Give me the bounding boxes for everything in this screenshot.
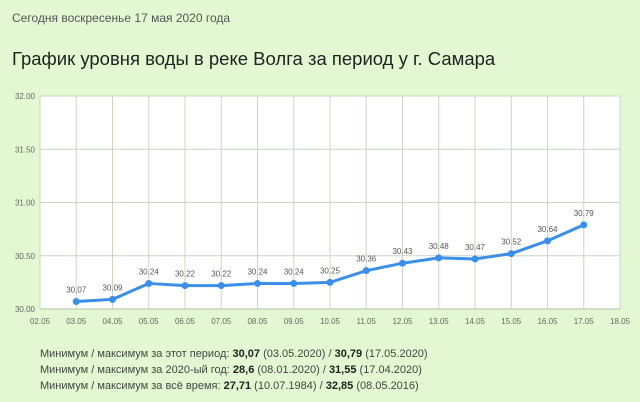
data-label: 30.24 <box>284 267 305 276</box>
x-tick-label: 06.05 <box>175 317 196 326</box>
data-point <box>326 278 334 286</box>
stats-min-date: (10.07.1984) / <box>251 380 326 392</box>
stats-max-value: 32,85 <box>325 380 354 392</box>
x-tick-label: 03.05 <box>66 317 87 326</box>
stats-label: Минимум / максимум за этот период: <box>40 348 233 360</box>
x-tick-label: 05.05 <box>139 317 160 326</box>
water-level-chart: 30.00 30.50 31.00 31.50 32.00 02.05 03.05 04.05… <box>15 92 631 326</box>
x-tick-label: 15.05 <box>501 317 522 326</box>
data-label: 30.36 <box>356 255 377 264</box>
data-point <box>72 298 80 306</box>
y-tick-label: 30.00 <box>15 305 36 314</box>
page-title: График уровня воды в реке Волга за перио… <box>12 48 496 69</box>
data-point <box>254 279 261 287</box>
data-point <box>471 255 479 263</box>
x-tick-label: 17.05 <box>574 317 595 326</box>
y-tick-label: 31.50 <box>15 145 36 154</box>
data-label: 30.25 <box>320 266 341 275</box>
stats-min-date: (03.05.2020) / <box>260 348 335 360</box>
data-label: 30.24 <box>247 267 268 276</box>
stats-max-date: (17.04.2020) <box>356 364 422 376</box>
x-tick-label: 14.05 <box>465 317 486 326</box>
stats-row-period: Минимум / максимум за этот период: 30,07… <box>40 346 428 362</box>
data-point <box>435 254 443 262</box>
data-point <box>109 295 116 303</box>
stats-max-value: 31,55 <box>328 364 357 376</box>
data-label: 30.43 <box>392 247 413 256</box>
data-point <box>145 279 153 287</box>
data-point <box>399 259 406 267</box>
stats-label: Минимум / максимум за 2020-ый год: <box>40 364 233 376</box>
data-label: 30.22 <box>175 270 196 279</box>
stats-max-value: 30,79 <box>334 348 363 360</box>
data-label: 30.64 <box>537 225 558 234</box>
data-point <box>290 279 298 287</box>
data-label: 30.52 <box>501 238 522 247</box>
x-tick-label: 16.05 <box>537 317 558 326</box>
x-tick-label: 12.05 <box>392 317 413 326</box>
y-tick-label: 30.50 <box>15 252 36 261</box>
stats-label: Минимум / максимум за всё время: <box>40 380 224 392</box>
data-label: 30.22 <box>211 270 232 279</box>
x-tick-label: 13.05 <box>429 317 450 326</box>
x-tick-label: 07.05 <box>211 317 232 326</box>
stats-min-value: 28,6 <box>232 364 255 376</box>
data-point <box>362 267 370 275</box>
data-label: 30.09 <box>102 283 123 292</box>
y-tick-label: 31.00 <box>15 199 36 208</box>
stats-max-date: (08.05.2016) <box>353 380 419 392</box>
stats-max-date: (17.05.2020) <box>362 348 428 360</box>
x-tick-label: 04.05 <box>102 317 123 326</box>
data-point <box>580 221 588 229</box>
data-label: 30.07 <box>66 286 87 295</box>
x-tick-label: 18.05 <box>610 317 631 326</box>
stats-row-alltime: Минимум / максимум за всё время: 27,71 (… <box>40 378 428 394</box>
x-tick-label: 11.05 <box>357 317 377 326</box>
stats-row-year: Минимум / максимум за 2020-ый год: 28,6 … <box>40 362 428 378</box>
stats-block: Минимум / максимум за этот период: 30,07… <box>40 346 428 394</box>
data-point <box>181 282 189 290</box>
data-label: 30.47 <box>465 243 486 252</box>
stats-min-date: (08.01.2020) / <box>254 364 329 376</box>
data-point <box>217 282 225 290</box>
date-line: Сегодня воскресенье 17 мая 2020 года <box>12 11 231 25</box>
data-label: 30.48 <box>429 242 450 251</box>
data-label: 30.24 <box>139 267 160 276</box>
x-tick-label: 08.05 <box>247 317 268 326</box>
x-tick-label: 09.05 <box>284 317 305 326</box>
stats-min-value: 27,71 <box>223 380 252 392</box>
data-point <box>544 237 551 245</box>
x-tick-label: 02.05 <box>30 317 51 326</box>
data-point <box>507 250 515 258</box>
y-tick-label: 32.00 <box>15 92 36 101</box>
stats-min-value: 30,07 <box>232 348 261 360</box>
x-tick-label: 10.05 <box>320 317 341 326</box>
data-label: 30.79 <box>574 209 595 218</box>
